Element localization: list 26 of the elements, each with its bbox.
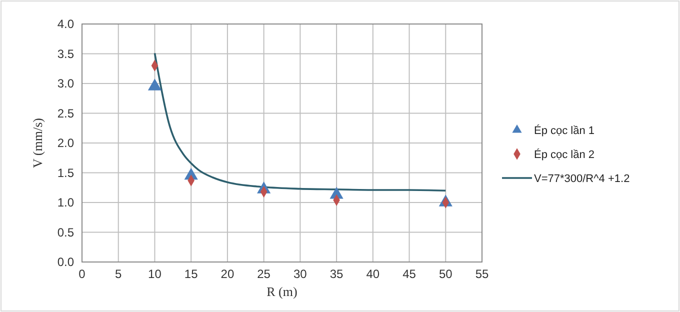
y-tick-label: 1.5: [57, 166, 74, 180]
x-tick-label: 55: [475, 267, 489, 281]
legend-label: V=77*300/R^4 +1.2: [534, 173, 630, 185]
x-tick-label: 10: [148, 267, 162, 281]
y-tick-label: 3.5: [57, 46, 74, 61]
x-tick-label: 20: [220, 267, 234, 281]
y-tick-label: 4.0: [57, 17, 74, 31]
x-tick-label: 40: [366, 267, 380, 281]
x-tick-label: 50: [438, 267, 453, 281]
x-tick-label: 0: [78, 267, 86, 281]
y-tick-label: 2.0: [57, 136, 74, 150]
legend-label: Ép cọc lần 1: [534, 124, 595, 137]
x-tick-label: 25: [257, 267, 271, 281]
y-tick-label: 1.0: [57, 196, 74, 210]
x-tick-label: 35: [330, 267, 344, 281]
x-axis-title: R (m): [266, 284, 298, 299]
y-tick-label: 3.0: [57, 76, 74, 90]
x-tick-label: 5: [115, 267, 122, 281]
x-tick-label: 45: [402, 267, 416, 281]
y-tick-label: 2.5: [57, 106, 74, 120]
y-tick-label: 0.0: [57, 255, 74, 269]
x-tick-label: 15: [184, 267, 198, 281]
y-axis-title: V (mm/s): [30, 118, 45, 168]
y-tick-label: 0.5: [57, 225, 74, 240]
x-tick-label: 30: [294, 267, 308, 281]
legend-label: Ép cọc lần 2: [534, 148, 595, 161]
